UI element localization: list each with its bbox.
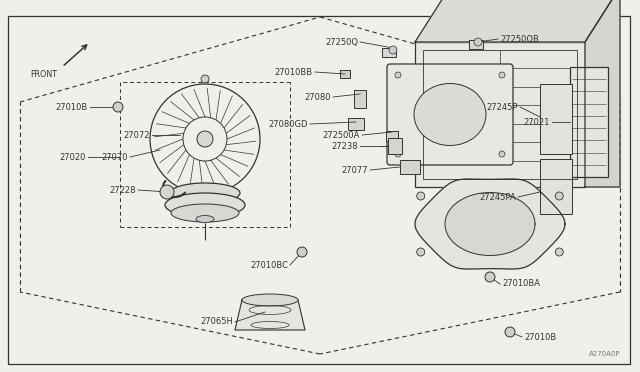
Ellipse shape	[171, 204, 239, 222]
Text: 27010BB: 27010BB	[275, 67, 313, 77]
Circle shape	[505, 327, 515, 337]
Text: 27021: 27021	[524, 118, 550, 126]
Text: 27080: 27080	[305, 93, 331, 102]
Circle shape	[201, 75, 209, 83]
Text: 27010B: 27010B	[524, 333, 556, 341]
Circle shape	[395, 72, 401, 78]
Ellipse shape	[170, 183, 240, 203]
Circle shape	[160, 185, 174, 199]
FancyBboxPatch shape	[540, 84, 572, 154]
FancyBboxPatch shape	[570, 67, 608, 177]
FancyBboxPatch shape	[354, 90, 366, 108]
Ellipse shape	[414, 83, 486, 145]
Circle shape	[389, 46, 397, 54]
Circle shape	[113, 102, 123, 112]
Text: 27010BA: 27010BA	[502, 279, 540, 289]
Polygon shape	[445, 192, 535, 256]
Circle shape	[556, 248, 563, 256]
Polygon shape	[415, 0, 620, 42]
FancyBboxPatch shape	[400, 160, 420, 174]
FancyBboxPatch shape	[348, 118, 364, 130]
Text: 27077: 27077	[341, 166, 368, 174]
Text: 27010B: 27010B	[56, 103, 88, 112]
FancyBboxPatch shape	[382, 48, 396, 57]
Circle shape	[197, 131, 213, 147]
Text: 27228: 27228	[109, 186, 136, 195]
FancyBboxPatch shape	[469, 40, 483, 49]
Circle shape	[499, 151, 505, 157]
Text: A270A0P: A270A0P	[589, 351, 620, 357]
Circle shape	[297, 247, 307, 257]
Polygon shape	[235, 300, 305, 330]
Text: 27065H: 27065H	[200, 317, 233, 327]
Text: 272500A: 272500A	[323, 131, 360, 140]
Text: 27070: 27070	[102, 153, 128, 161]
FancyBboxPatch shape	[388, 138, 402, 154]
Circle shape	[417, 192, 425, 200]
FancyBboxPatch shape	[340, 70, 350, 78]
Circle shape	[395, 151, 401, 157]
FancyBboxPatch shape	[540, 159, 572, 214]
Circle shape	[499, 72, 505, 78]
Ellipse shape	[242, 294, 298, 306]
Text: 27020: 27020	[60, 153, 86, 161]
Polygon shape	[585, 0, 620, 187]
Circle shape	[485, 272, 495, 282]
Polygon shape	[415, 179, 565, 269]
Circle shape	[556, 192, 563, 200]
Ellipse shape	[196, 215, 214, 222]
Text: 27080GD: 27080GD	[269, 119, 308, 128]
Text: 27250Q: 27250Q	[325, 38, 358, 46]
Text: 27010BC: 27010BC	[250, 260, 288, 269]
FancyBboxPatch shape	[386, 131, 398, 141]
Circle shape	[417, 248, 425, 256]
FancyBboxPatch shape	[415, 42, 585, 187]
FancyBboxPatch shape	[387, 64, 513, 165]
Ellipse shape	[165, 193, 245, 217]
Text: FRONT: FRONT	[30, 70, 57, 78]
Text: 27245PA: 27245PA	[479, 192, 516, 202]
Text: 27072: 27072	[124, 131, 150, 140]
Text: 27238: 27238	[332, 141, 358, 151]
Circle shape	[474, 38, 482, 46]
Text: 27250QB: 27250QB	[500, 35, 539, 44]
Text: 27245P: 27245P	[486, 103, 518, 112]
